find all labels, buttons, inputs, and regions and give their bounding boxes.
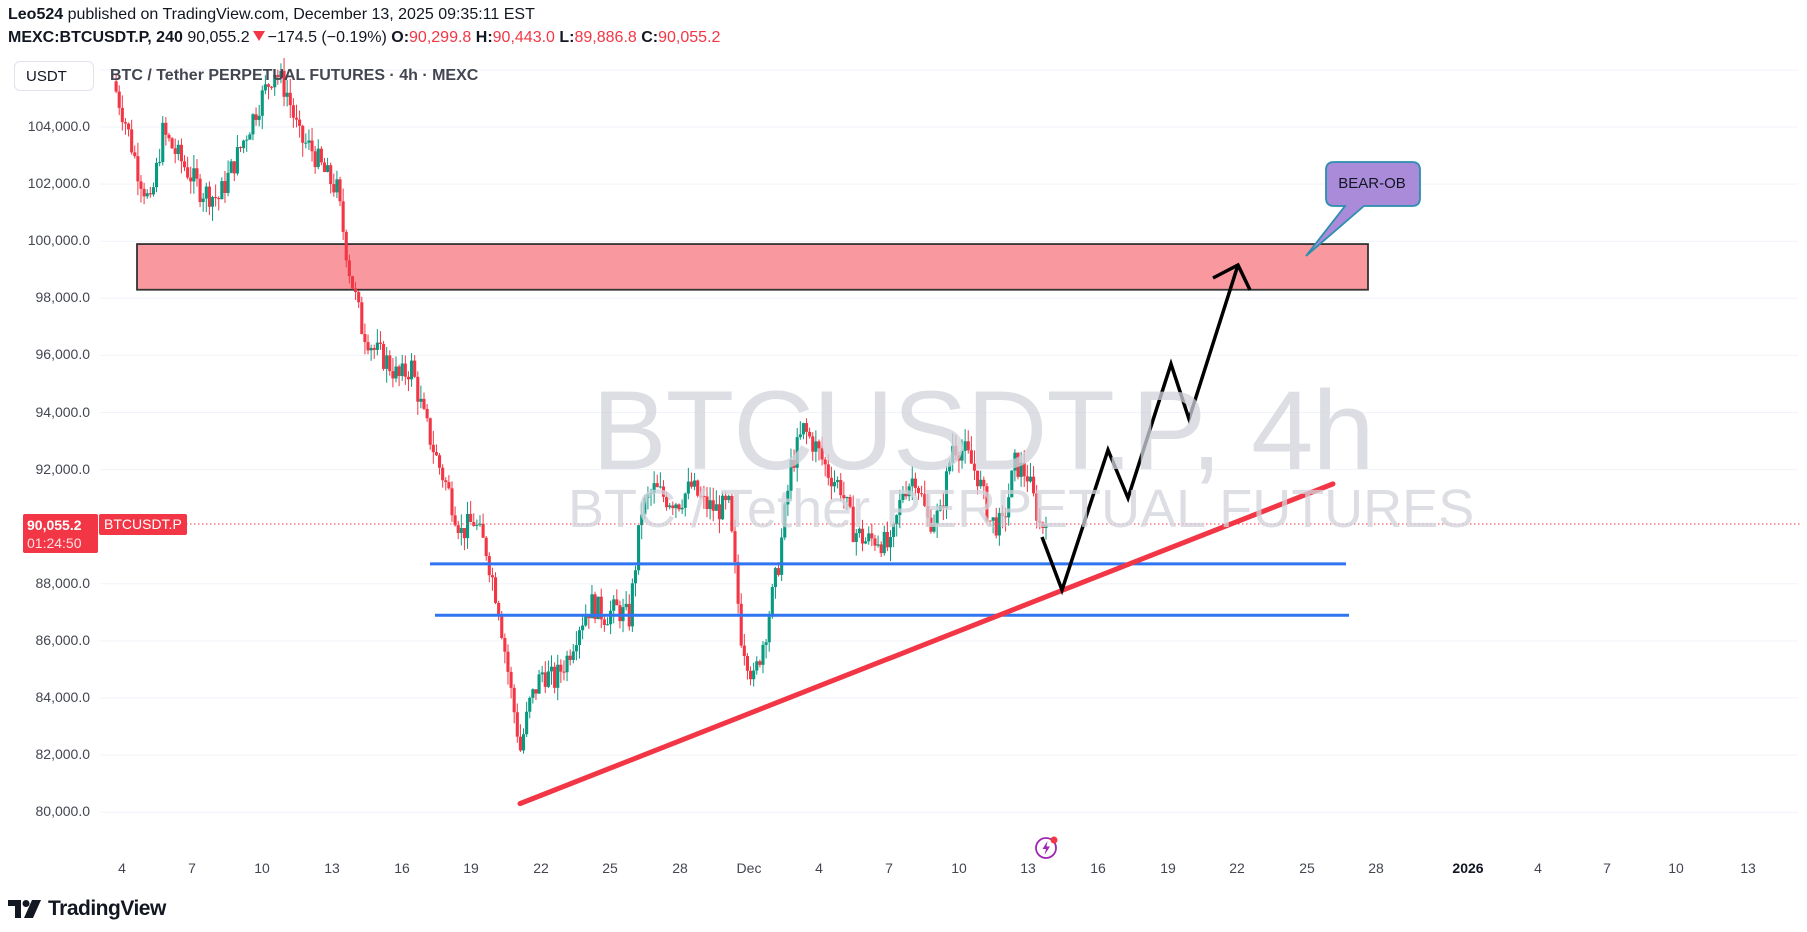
time-tick-label: 16 [1090,860,1106,876]
publish-text: published on TradingView.com, December 1… [63,6,535,23]
last-price-value: 90,055.2 [27,517,82,533]
down-arrow-icon [252,31,265,41]
author[interactable]: Leo524 [8,6,64,23]
time-tick-label: 4 [815,860,823,876]
time-tick-label: 19 [1160,860,1176,876]
trendline[interactable] [517,481,1336,807]
time-tick-label: 10 [951,860,967,876]
open-label: O: [391,29,410,46]
time-tick-label: 22 [533,860,549,876]
high-value: 90,443.0 [492,29,555,46]
bear-ob-callout[interactable] [1305,161,1421,257]
time-tick-label: 7 [1603,860,1611,876]
publish-info: Leo524 published on TradingView.com, Dec… [8,6,535,24]
symbol-price-tag: BTCUSDT.P [99,514,187,535]
price-tick-label: 100,000.0 [27,232,90,249]
time-tick-label: 10 [254,860,270,876]
time-tick-label: 22 [1229,860,1245,876]
time-tick-label: Dec [736,860,762,876]
price-tick-label: 96,000.0 [35,346,91,363]
tradingview-logo[interactable]: TradingView [8,897,166,921]
high-label: H: [475,29,493,46]
time-tick-label: 13 [1740,860,1756,876]
time-tick-label: 13 [1020,860,1036,876]
price-tick-label: 102,000.0 [27,175,90,192]
close-value: 90,055.2 [658,29,721,46]
time-tick-label: 4 [118,860,126,876]
price-tick-label: 104,000.0 [27,118,90,134]
watermark-description: BTC / Tether PERPETUAL FUTURES [568,479,1475,539]
time-tick-label: 4 [1534,860,1542,876]
last-price: 90,055.2 [187,29,250,46]
time-tick-label: 7 [188,860,196,876]
close-label: C: [641,29,659,46]
support-lines[interactable] [430,562,1349,617]
price-change: −174.5 (−0.19%) [267,29,387,46]
time-tick-label: 10 [1668,860,1684,876]
time-tick-label: 19 [463,860,479,876]
time-tick-label: 28 [1368,860,1384,876]
bear-ob-zone[interactable] [136,243,1369,291]
currency-button[interactable]: USDT [14,61,94,91]
grid-lines [100,69,1798,813]
price-tick-label: 86,000.0 [35,631,91,648]
last-price-label: 90,055.2 01:24:50 [23,514,98,553]
time-tick-label: 28 [672,860,688,876]
price-tick-label: 88,000.0 [35,574,91,591]
logo-text: TradingView [48,897,166,920]
symbol-legend: MEXC:BTCUSDT.P, 240 90,055.2 −174.5 (−0.1… [8,29,720,47]
price-tick-label: 80,000.0 [35,803,91,820]
time-tick-label: 2026 [1452,860,1484,876]
time-tick-label: 25 [1299,860,1315,876]
open-value: 90,299.8 [409,29,472,46]
low-value: 89,886.8 [574,29,637,46]
watermark-symbol: BTCUSDT.P, 4h [592,368,1375,493]
time-tick-label: 13 [324,860,340,876]
time-tick-label: 25 [602,860,618,876]
lightning-alert-icon[interactable] [1034,834,1060,865]
tradingview-logo-icon [8,900,41,918]
price-tick-label: 84,000.0 [35,689,91,705]
time-tick-label: 16 [394,860,410,876]
time-tick-label: 7 [885,860,893,876]
candlesticks [114,58,1048,754]
bar-countdown: 01:24:50 [27,535,82,551]
callout-label: BEAR-OB [1338,175,1406,192]
price-tick-label: 82,000.0 [35,746,91,763]
price-tick-label: 98,000.0 [35,289,91,306]
projection-path[interactable] [1040,262,1252,596]
price-tick-label: 92,000.0 [35,460,91,477]
chart-subtitle: BTC / Tether PERPETUAL FUTURES · 4h · ME… [110,67,479,84]
low-label: L: [559,29,575,46]
symbol-interval: MEXC:BTCUSDT.P, 240 [8,29,183,46]
price-tick-label: 94,000.0 [35,403,91,420]
